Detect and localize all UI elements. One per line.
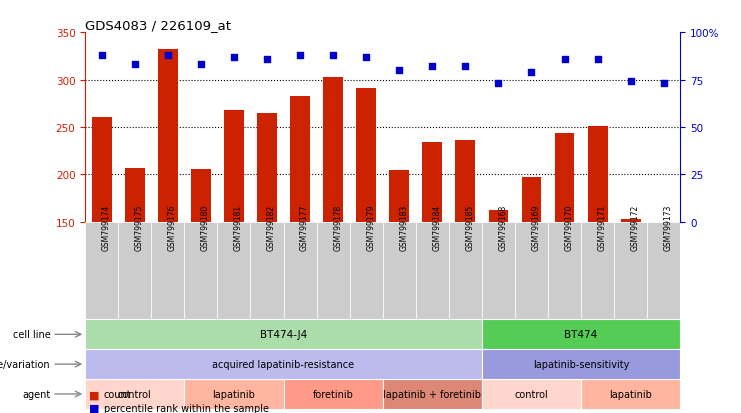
Bar — [151, 222, 185, 320]
Text: lapatinib + foretinib: lapatinib + foretinib — [383, 389, 482, 399]
Bar — [185, 379, 284, 409]
Point — [591, 56, 603, 63]
Bar — [647, 222, 680, 320]
Text: GSM799175: GSM799175 — [135, 204, 144, 250]
Bar — [482, 222, 515, 320]
Bar — [290, 97, 310, 222]
Bar — [85, 320, 482, 349]
Bar — [185, 222, 217, 320]
Text: cell line: cell line — [13, 330, 50, 339]
Bar — [191, 169, 211, 222]
Text: GSM799168: GSM799168 — [499, 204, 508, 250]
Text: GSM799183: GSM799183 — [399, 204, 408, 250]
Point — [129, 62, 141, 69]
Point — [228, 55, 240, 61]
Text: GSM799171: GSM799171 — [597, 204, 607, 250]
Point — [525, 69, 537, 76]
Bar — [614, 222, 647, 320]
Text: percentile rank within the sample: percentile rank within the sample — [104, 403, 269, 413]
Bar — [382, 379, 482, 409]
Bar — [284, 222, 316, 320]
Text: GSM799184: GSM799184 — [432, 204, 442, 250]
Bar — [522, 178, 542, 222]
Bar — [125, 169, 144, 222]
Bar — [257, 114, 277, 222]
Text: GSM799182: GSM799182 — [267, 204, 276, 250]
Bar — [456, 141, 475, 222]
Bar — [316, 222, 350, 320]
Point — [459, 64, 471, 70]
Text: foretinib: foretinib — [313, 389, 353, 399]
Text: count: count — [104, 389, 131, 399]
Text: ■: ■ — [89, 389, 99, 399]
Bar — [482, 349, 680, 379]
Text: GSM799178: GSM799178 — [333, 204, 342, 250]
Point — [360, 55, 372, 61]
Bar — [250, 222, 284, 320]
Text: GDS4083 / 226109_at: GDS4083 / 226109_at — [85, 19, 231, 32]
Point — [96, 52, 107, 59]
Bar — [85, 222, 119, 320]
Bar — [422, 143, 442, 222]
Text: GSM799177: GSM799177 — [300, 204, 309, 250]
Bar — [588, 127, 608, 222]
Text: GSM799181: GSM799181 — [234, 204, 243, 250]
Text: genotype/variation: genotype/variation — [0, 359, 50, 369]
Text: lapatinib: lapatinib — [213, 389, 256, 399]
Point — [294, 52, 306, 59]
Bar — [158, 50, 178, 222]
Text: GSM799176: GSM799176 — [168, 204, 177, 250]
Bar — [389, 170, 409, 222]
Point — [393, 68, 405, 74]
Bar — [581, 379, 680, 409]
Text: agent: agent — [22, 389, 50, 399]
Bar — [92, 118, 112, 222]
Bar — [482, 379, 581, 409]
Point — [195, 62, 207, 69]
Text: GSM799169: GSM799169 — [531, 204, 540, 250]
Text: control: control — [514, 389, 548, 399]
Bar — [85, 379, 185, 409]
Bar — [488, 210, 508, 222]
Point — [328, 52, 339, 59]
Point — [261, 56, 273, 63]
Text: GSM799179: GSM799179 — [366, 204, 375, 250]
Text: GSM799170: GSM799170 — [565, 204, 574, 250]
Bar — [482, 320, 680, 349]
Bar — [356, 89, 376, 222]
Point — [625, 79, 637, 85]
Text: GSM799185: GSM799185 — [465, 204, 474, 250]
Bar — [548, 222, 581, 320]
Point — [559, 56, 571, 63]
Bar — [382, 222, 416, 320]
Text: BT474: BT474 — [565, 330, 598, 339]
Point — [658, 81, 670, 88]
Bar — [621, 219, 640, 222]
Text: GSM799172: GSM799172 — [631, 204, 639, 250]
Bar — [581, 222, 614, 320]
Text: BT474-J4: BT474-J4 — [260, 330, 308, 339]
Bar — [284, 379, 382, 409]
Bar — [323, 78, 343, 222]
Text: GSM799173: GSM799173 — [664, 204, 673, 250]
Bar — [85, 349, 482, 379]
Text: acquired lapatinib-resistance: acquired lapatinib-resistance — [213, 359, 355, 369]
Point — [426, 64, 438, 70]
Text: control: control — [118, 389, 152, 399]
Text: lapatinib: lapatinib — [609, 389, 652, 399]
Bar — [350, 222, 382, 320]
Bar — [515, 222, 548, 320]
Bar — [119, 222, 151, 320]
Text: GSM799174: GSM799174 — [102, 204, 110, 250]
Text: ■: ■ — [89, 403, 99, 413]
Point — [493, 81, 505, 88]
Text: lapatinib-sensitivity: lapatinib-sensitivity — [533, 359, 629, 369]
Bar — [217, 222, 250, 320]
Point — [162, 52, 174, 59]
Bar — [416, 222, 449, 320]
Bar — [449, 222, 482, 320]
Bar — [554, 133, 574, 222]
Bar — [224, 111, 244, 222]
Text: GSM799180: GSM799180 — [201, 204, 210, 250]
